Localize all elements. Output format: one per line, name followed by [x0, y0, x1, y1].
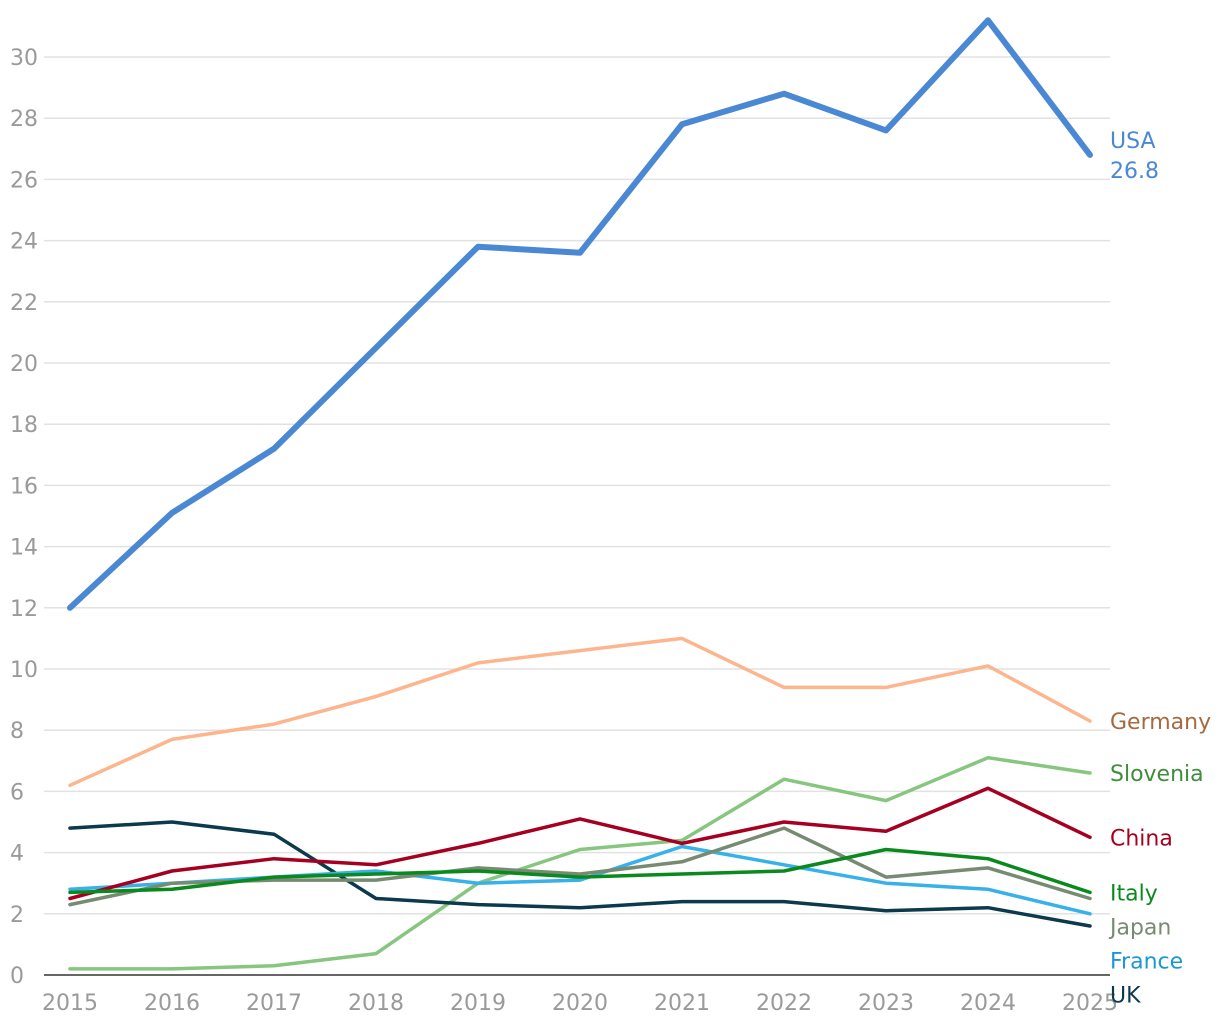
series-lines [67, 17, 1093, 971]
y-tick-label: 28 [10, 107, 38, 132]
series-line-italy [68, 847, 1092, 895]
y-tick-label: 8 [10, 719, 24, 744]
series-label-italy: Italy [1110, 881, 1158, 906]
y-tick-label: 22 [10, 291, 38, 316]
y-tick-label: 26 [10, 168, 38, 193]
series-line-uk [68, 820, 1092, 928]
series-label-usa: USA [1110, 129, 1156, 154]
x-tick-label: 2019 [450, 991, 506, 1016]
y-tick-label: 20 [10, 352, 38, 377]
series-label-germany: Germany [1110, 710, 1211, 735]
y-tick-label: 14 [10, 536, 38, 561]
series-line-germany [68, 636, 1092, 788]
y-tick-label: 24 [10, 230, 38, 255]
y-tick-label: 12 [10, 597, 38, 622]
series-line-china [68, 786, 1092, 901]
series-line-usa [67, 17, 1093, 611]
series-end-labels: USA 26.8 Germany Slovenia China Italy Japan Fra… [1108, 129, 1211, 1008]
y-tick-label: 18 [10, 413, 38, 438]
x-tick-label: 2020 [552, 991, 608, 1016]
x-tick-label: 2015 [42, 991, 98, 1016]
series-label-japan: Japan [1108, 915, 1171, 940]
series-label-france: France [1110, 949, 1183, 974]
y-tick-label: 6 [10, 780, 24, 805]
x-tick-label: 2025 [1062, 991, 1118, 1016]
y-tick-label: 2 [10, 903, 24, 928]
x-tick-label: 2018 [348, 991, 404, 1016]
series-label-slovenia: Slovenia [1110, 762, 1204, 787]
y-tick-label: 0 [10, 964, 24, 989]
x-tick-label: 2023 [858, 991, 914, 1016]
series-end-value-usa: 26.8 [1110, 159, 1159, 184]
grid-layer [44, 56, 1110, 915]
series-label-uk: UK [1110, 983, 1141, 1008]
x-tick-label: 2024 [960, 991, 1016, 1016]
y-tick-label: 16 [10, 474, 38, 499]
series-line-slovenia [68, 755, 1092, 971]
series-line-france [68, 844, 1092, 916]
x-tick-label: 2016 [144, 991, 200, 1016]
x-axis-tick-labels: 2015 2016 2017 2018 2019 2020 2021 2022 2023 2024… [42, 991, 1118, 1016]
series-label-china: China [1110, 826, 1173, 851]
x-tick-label: 2022 [756, 991, 812, 1016]
y-tick-label: 30 [10, 46, 38, 71]
y-tick-label: 4 [10, 842, 24, 867]
y-tick-label: 10 [10, 658, 38, 683]
x-tick-label: 2017 [246, 991, 302, 1016]
x-tick-label: 2021 [654, 991, 710, 1016]
